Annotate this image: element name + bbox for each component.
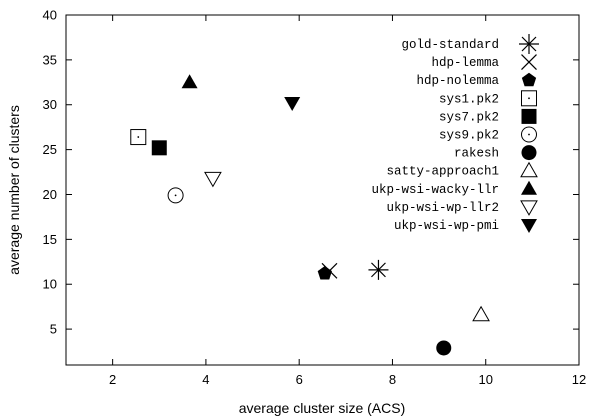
data-point-sys9.pk2 bbox=[167, 187, 184, 204]
data-point-ukp-wsi-wp-llr2 bbox=[204, 171, 222, 188]
plot-frame bbox=[65, 14, 580, 366]
legend-marker bbox=[521, 180, 537, 195]
data-point-ukp-wsi-wacky-llr bbox=[181, 74, 198, 89]
legend-label: sys7.pk2 bbox=[439, 110, 499, 124]
y-tick-label: 10 bbox=[43, 277, 57, 292]
legend-label: sys1.pk2 bbox=[439, 92, 499, 106]
legend-label: ukp-wsi-wp-pmi bbox=[394, 219, 499, 233]
y-tick-label: 20 bbox=[43, 187, 57, 202]
y-tick-label: 30 bbox=[43, 97, 57, 112]
legend-label: satty-approach1 bbox=[386, 165, 499, 179]
legend-marker bbox=[520, 200, 538, 216]
x-tick-label: 2 bbox=[109, 372, 116, 387]
x-tick-label: 12 bbox=[572, 372, 586, 387]
y-tick-label: 40 bbox=[43, 8, 57, 23]
x-tick-label: 10 bbox=[478, 372, 492, 387]
data-point-gold-standard bbox=[368, 259, 389, 280]
data-points bbox=[130, 74, 490, 356]
legend-label: ukp-wsi-wp-llr2 bbox=[386, 201, 499, 215]
data-point-ukp-wsi-wp-pmi bbox=[284, 96, 301, 111]
data-point-sys1.pk2 bbox=[130, 129, 147, 146]
legend-label: ukp-wsi-wacky-llr bbox=[371, 183, 499, 197]
legend-label: hdp-lemma bbox=[431, 56, 499, 70]
data-point-satty-approach1 bbox=[472, 305, 490, 322]
y-axis-title: average number of clusters bbox=[6, 105, 22, 275]
legend-marker bbox=[520, 161, 538, 178]
y-tick-label: 25 bbox=[43, 142, 57, 157]
legend-label: sys9.pk2 bbox=[439, 129, 499, 143]
data-point-hdp-nolemma bbox=[317, 265, 332, 280]
x-axis-title: average cluster size (ACS) bbox=[239, 400, 406, 416]
legend-label: gold-standard bbox=[401, 38, 499, 52]
legend-marker bbox=[519, 34, 539, 54]
legend-marker bbox=[521, 126, 537, 143]
legend-label: rakesh bbox=[454, 147, 499, 161]
legend-marker bbox=[521, 145, 537, 161]
legend-marker bbox=[521, 72, 537, 87]
legend-marker bbox=[521, 90, 537, 107]
y-tick-label: 5 bbox=[50, 322, 57, 337]
legend-label: hdp-nolemma bbox=[416, 74, 499, 88]
legend-marker bbox=[521, 219, 537, 233]
data-point-sys7.pk2 bbox=[151, 140, 167, 156]
legend: gold-standard hdp-lemma hdp-nolemma sys1.pk… bbox=[371, 34, 539, 233]
x-tick-label: 6 bbox=[296, 372, 303, 387]
legend-marker bbox=[521, 54, 537, 71]
legend-marker bbox=[521, 108, 537, 124]
x-tick-label: 8 bbox=[389, 372, 396, 387]
y-tick-label: 35 bbox=[43, 52, 57, 67]
y-tick-label: 15 bbox=[43, 232, 57, 247]
axis-ticks: 2 4 6 8 10 12 5 10 15 20 25 30 35 40 bbox=[43, 8, 587, 388]
data-point-rakesh bbox=[436, 340, 452, 356]
x-tick-label: 4 bbox=[202, 372, 209, 387]
